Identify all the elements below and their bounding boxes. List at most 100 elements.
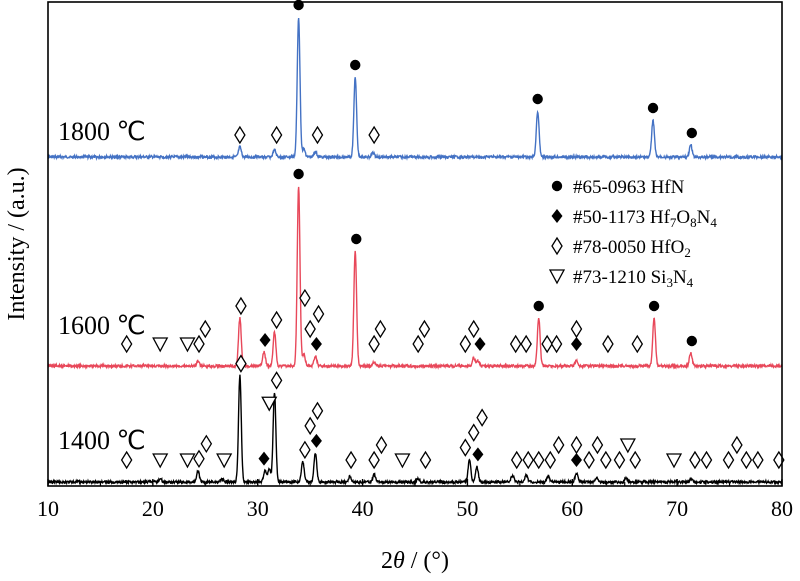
marker-diamond-open-2-20 [522, 450, 535, 470]
plot-area: 1800 ℃ 1600 ℃ 1400 ℃ [47, 0, 785, 486]
legend-entry-0: #65-0963 HfN [573, 177, 685, 198]
x-tick-label-5: 60 [561, 496, 583, 521]
marker-circle-1-4 [686, 335, 698, 347]
legend-marker-1 [551, 209, 563, 223]
marker-diamond-open-1-24 [520, 334, 532, 354]
marker-diamond-filled-1-8 [570, 337, 582, 351]
x-tick-label-1: 20 [142, 496, 164, 521]
marker-diamond-open-2-29 [629, 450, 641, 470]
marker-triangle-down-2-37 [152, 453, 169, 469]
marker-circle-0-4 [686, 127, 698, 139]
marker-diamond-open-2-18 [476, 408, 488, 427]
marker-diamond-open-0-7 [311, 125, 324, 145]
marker-diamond-filled-2-3 [570, 453, 582, 467]
legend-marker-0 [551, 180, 563, 192]
marker-diamond-open-1-17 [368, 334, 380, 354]
marker-diamond-open-2-19 [510, 450, 523, 470]
series-label-0: 1800 ℃ [58, 117, 146, 146]
marker-diamond-open-2-30 [689, 450, 701, 470]
marker-diamond-open-1-28 [602, 334, 614, 354]
series-2: 1400 ℃ [47, 354, 785, 486]
marker-diamond-open-2-27 [600, 450, 612, 470]
series-label-1: 1600 ℃ [58, 311, 146, 340]
marker-diamond-open-2-14 [375, 435, 388, 455]
marker-circle-0-2 [532, 93, 543, 105]
legend-entry-3-part-3: 4 [687, 275, 694, 290]
marker-diamond-open-2-16 [459, 438, 472, 457]
x-axis-title-prefix: 2 [381, 548, 393, 574]
marker-diamond-open-1-16 [312, 304, 325, 324]
marker-diamond-filled-1-7 [474, 337, 486, 351]
marker-triangle-down-2-41 [394, 453, 411, 469]
marker-diamond-open-1-9 [120, 334, 133, 354]
x-tick-label-3: 40 [352, 496, 374, 521]
series-1: 1600 ℃ [47, 168, 783, 370]
marker-diamond-open-2-24 [570, 435, 583, 455]
marker-diamond-filled-2-2 [472, 447, 484, 462]
marker-diamond-open-2-25 [583, 450, 595, 470]
marker-diamond-open-2-7 [235, 354, 247, 373]
marker-diamond-open-2-34 [740, 450, 753, 470]
x-tick-label-0: 10 [37, 496, 59, 521]
marker-diamond-open-2-11 [311, 401, 324, 421]
marker-diamond-open-2-9 [299, 440, 311, 460]
series-line-0 [47, 18, 783, 162]
marker-diamond-open-1-25 [541, 334, 553, 354]
marker-diamond-filled-2-1 [310, 433, 322, 448]
marker-diamond-open-2-35 [752, 450, 764, 470]
marker-diamond-open-2-12 [345, 450, 357, 470]
series-markers-1 [120, 168, 698, 354]
marker-diamond-filled-1-5 [259, 333, 271, 347]
marker-diamond-open-2-22 [544, 450, 557, 470]
marker-circle-1-2 [533, 300, 544, 312]
marker-circle-1-3 [648, 300, 660, 312]
legend: #65-0963 HfN#50-1173 Hf7O8N4#78-0050 HfO… [548, 177, 717, 290]
marker-diamond-open-2-15 [419, 450, 432, 470]
marker-diamond-open-2-26 [591, 435, 604, 455]
marker-diamond-open-2-28 [613, 450, 626, 470]
marker-diamond-open-1-21 [459, 334, 472, 354]
marker-diamond-open-2-5 [193, 449, 205, 469]
marker-diamond-open-2-33 [731, 435, 743, 455]
marker-diamond-open-1-20 [418, 319, 431, 339]
legend-entry-1-part-2: O [676, 207, 690, 228]
marker-diamond-open-1-10 [193, 334, 205, 354]
marker-circle-1-1 [351, 233, 362, 245]
marker-diamond-open-2-32 [722, 450, 735, 470]
legend-entry-1-part-1: 7 [670, 215, 677, 230]
marker-diamond-open-1-11 [199, 319, 212, 339]
series-0: 1800 ℃ [47, 0, 783, 162]
marker-diamond-open-2-13 [368, 450, 380, 470]
legend-entry-0-part-0: #65-0963 HfN [573, 177, 685, 198]
axes: 10 20 30 40 50 60 70 80 [37, 479, 793, 521]
marker-diamond-open-1-23 [509, 334, 522, 354]
legend-entry-1-part-5: 4 [710, 215, 717, 230]
marker-diamond-filled-1-6 [310, 337, 322, 351]
series-markers-2 [120, 354, 785, 470]
marker-diamond-open-1-13 [270, 310, 283, 330]
legend-marker-2 [551, 236, 563, 256]
marker-circle-0-3 [647, 102, 659, 114]
marker-circle-0-1 [350, 59, 361, 71]
marker-triangle-down-2-43 [665, 453, 683, 469]
marker-diamond-open-1-27 [570, 319, 583, 339]
series-line-2 [47, 374, 783, 486]
x-tick-label-4: 50 [456, 496, 478, 521]
marker-diamond-open-1-26 [550, 334, 563, 354]
marker-triangle-down-2-40 [261, 396, 278, 412]
legend-marker-3 [548, 269, 566, 285]
x-tick-label-6: 70 [666, 496, 688, 521]
marker-diamond-open-1-19 [412, 334, 424, 354]
legend-entry-3-part-0: #73-1210 Si [573, 267, 666, 288]
marker-triangle-down-1-30 [152, 337, 169, 353]
series-line-1 [47, 186, 783, 370]
legend-entry-1-part-4: N [697, 207, 711, 228]
marker-diamond-open-1-18 [374, 319, 387, 339]
marker-triangle-down-2-42 [619, 438, 636, 454]
legend-entry-2: #78-0050 HfO2 [573, 237, 691, 260]
x-tick-label-2: 30 [247, 496, 269, 521]
marker-diamond-open-1-15 [304, 319, 316, 339]
marker-diamond-open-1-14 [299, 288, 311, 308]
legend-entry-1-part-0: #50-1173 Hf [573, 207, 671, 228]
